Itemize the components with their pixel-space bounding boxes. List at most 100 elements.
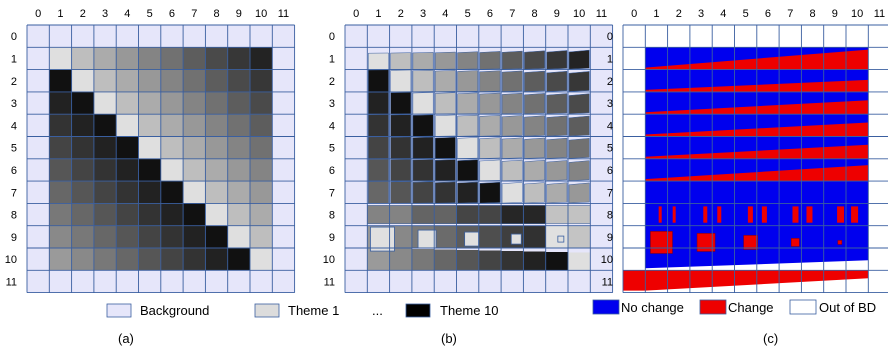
theme-cell xyxy=(183,158,206,182)
theme-cell xyxy=(93,158,117,182)
theme-cell xyxy=(71,69,94,92)
theme-cell xyxy=(250,203,273,226)
legend-swatch-theme-10 xyxy=(405,303,431,318)
y-tick-label: 10 xyxy=(601,254,613,266)
theme-cell xyxy=(545,252,568,271)
y-tick-label: 3 xyxy=(11,98,17,110)
x-tick-label: 4 xyxy=(124,8,130,20)
theme-cell xyxy=(250,114,273,137)
theme-cell xyxy=(390,92,412,115)
change-square xyxy=(696,233,716,252)
x-tick-label: 2 xyxy=(676,8,682,20)
theme-cell xyxy=(160,203,184,226)
y-tick-label: 0 xyxy=(607,31,613,43)
y-tick-label: 2 xyxy=(607,76,613,88)
change-square xyxy=(837,240,843,245)
theme-square xyxy=(464,231,480,247)
caption-a: (a) xyxy=(118,331,134,346)
theme-cell xyxy=(412,181,434,204)
theme-cell xyxy=(368,114,389,137)
theme-cell xyxy=(434,51,456,70)
theme-cell xyxy=(205,158,228,182)
theme-cell xyxy=(390,136,412,159)
theme-cell xyxy=(93,248,117,271)
legend-label-theme-10: Theme 10 xyxy=(440,303,499,318)
theme-cell xyxy=(49,91,72,115)
theme-cell xyxy=(545,225,568,248)
theme-cell xyxy=(368,181,389,204)
theme-cell xyxy=(523,251,546,271)
theme-cell xyxy=(227,248,250,271)
theme-cell xyxy=(49,114,72,137)
theme-cell xyxy=(138,91,161,115)
theme-cell xyxy=(368,158,389,182)
theme-cell xyxy=(546,115,568,137)
theme-cell xyxy=(71,181,94,204)
theme-cell xyxy=(524,115,545,137)
y-tick-label: 5 xyxy=(11,143,17,155)
theme-cell xyxy=(227,47,250,70)
y-tick-label: 8 xyxy=(329,210,335,222)
theme-cell xyxy=(227,203,250,226)
theme-cell xyxy=(250,225,273,248)
y-tick-label: 0 xyxy=(11,31,17,43)
x-tick-label: 5 xyxy=(147,8,153,20)
theme-cell xyxy=(524,182,545,204)
theme-cell xyxy=(457,159,479,182)
theme-cell xyxy=(524,93,545,115)
x-tick-label: 5 xyxy=(743,8,749,20)
x-tick-label: 10 xyxy=(255,8,267,20)
legend-swatch-no-change xyxy=(592,299,620,315)
theme-cell xyxy=(412,69,434,93)
theme-cell xyxy=(93,181,117,204)
theme-cell xyxy=(205,203,228,226)
theme-cell xyxy=(501,50,523,70)
theme-cell xyxy=(457,137,479,159)
y-tick-label: 1 xyxy=(607,53,613,65)
theme-cell xyxy=(546,50,568,70)
legend-swatch-out-of-bd xyxy=(789,299,817,315)
change-bar xyxy=(717,206,722,223)
theme-cell xyxy=(71,114,94,137)
theme-cell xyxy=(523,225,546,248)
change-bar xyxy=(658,206,662,223)
theme-cell xyxy=(160,114,184,137)
theme-cell xyxy=(71,248,94,271)
theme-cell xyxy=(456,250,479,271)
x-tick-label: 1 xyxy=(375,8,381,20)
theme-cell xyxy=(183,69,206,92)
x-tick-label: 9 xyxy=(832,8,838,20)
theme-cell xyxy=(138,248,161,271)
theme-cell xyxy=(116,225,139,248)
y-tick-label: 6 xyxy=(329,165,335,177)
theme-cell xyxy=(434,181,456,204)
theme-cell xyxy=(434,159,456,182)
x-tick-label: 7 xyxy=(787,8,793,20)
theme-cell xyxy=(501,137,523,159)
theme-cell xyxy=(568,71,590,92)
theme-cell xyxy=(93,203,117,226)
change-bar xyxy=(792,206,799,223)
theme-cell xyxy=(205,225,228,248)
theme-cell xyxy=(116,158,139,182)
theme-cell xyxy=(250,248,273,271)
theme-cell xyxy=(160,248,184,271)
legend-label-background: Background xyxy=(140,303,209,318)
theme-cell xyxy=(501,115,523,137)
x-tick-label: 3 xyxy=(420,8,426,20)
theme-cell xyxy=(457,114,479,137)
theme-cell xyxy=(138,69,161,92)
y-tick-label: 2 xyxy=(329,76,335,88)
change-bar xyxy=(672,206,676,223)
change-bar xyxy=(806,206,813,223)
theme-cell xyxy=(568,93,590,115)
y-tick-label: 5 xyxy=(329,143,335,155)
theme-cell xyxy=(546,93,568,115)
theme-cell xyxy=(412,52,434,70)
x-tick-label: 10 xyxy=(573,8,585,20)
theme-cell xyxy=(116,203,139,226)
theme-cell xyxy=(568,160,590,181)
y-tick-label: 6 xyxy=(607,165,613,177)
theme-cell xyxy=(227,158,250,182)
